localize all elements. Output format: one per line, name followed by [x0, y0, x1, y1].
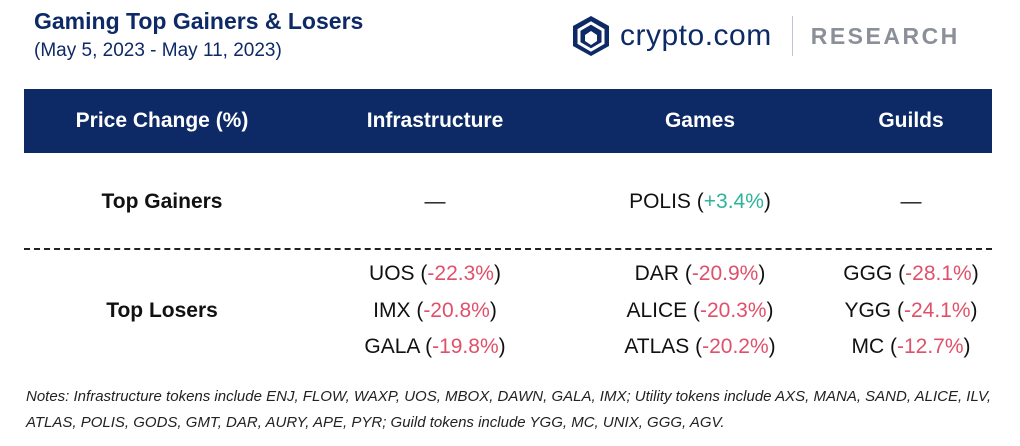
row-label-losers: Top Losers — [106, 299, 218, 322]
crypto-com-logo-icon — [573, 16, 609, 56]
token-name: GGG — [843, 262, 893, 286]
token-name: POLIS — [629, 190, 691, 213]
column-header-games: Games — [664, 109, 736, 132]
list-item: GALA (-19.8%) — [364, 335, 506, 359]
token-name: GALA — [364, 335, 420, 359]
price-change: -22.3% — [427, 262, 494, 286]
list-item: DAR (-20.9%) — [634, 262, 766, 286]
token-name: MC — [851, 335, 885, 359]
token-name: YGG — [844, 298, 892, 322]
column-header-guilds: Guilds — [878, 109, 944, 132]
losers-guilds: GGG (-28.1%) YGG (-24.1%) MC (-12.7%) — [830, 256, 992, 366]
column-header-infrastructure: Infrastructure — [366, 109, 504, 132]
price-change: -20.2% — [702, 335, 769, 359]
brand-header: crypto.com RESEARCH — [572, 14, 960, 58]
token-name: DAR — [634, 262, 679, 286]
page-title: Gaming Top Gainers & Losers — [34, 8, 364, 34]
token-name: IMX — [373, 298, 411, 322]
losers-games: DAR (-20.9%) ALICE (-20.3%) ATLAS (-20.2… — [570, 256, 830, 366]
list-item: GGG (-28.1%) — [843, 262, 979, 286]
brand-section: RESEARCH — [810, 22, 960, 49]
gainer-infrastructure: — — [424, 190, 446, 213]
gainer-guilds: — — [900, 190, 922, 213]
price-change: -12.7% — [896, 335, 964, 359]
price-change: +3.4% — [703, 190, 764, 213]
date-range: (May 5, 2023 - May 11, 2023) — [34, 40, 282, 61]
list-item: ATLAS (-20.2%) — [624, 335, 776, 359]
token-name: ATLAS — [624, 335, 690, 359]
price-change: -19.8% — [432, 335, 499, 359]
price-change: -24.1% — [903, 298, 971, 322]
list-item: MC (-12.7%) — [851, 335, 971, 359]
row-label-gainers: Top Gainers — [101, 190, 223, 213]
price-change: -28.1% — [905, 262, 972, 286]
column-header-price-change: Price Change (%) — [75, 109, 249, 132]
price-change: -20.9% — [691, 262, 759, 286]
brand-name: crypto.com — [620, 19, 772, 52]
table-header: Price Change (%) Infrastructure Games Gu… — [24, 89, 992, 153]
row-divider — [24, 248, 992, 250]
losers-infrastructure: UOS (-22.3%) IMX (-20.8%) GALA (-19.8%) — [300, 256, 570, 366]
table-row-gainers: Top Gainers — POLIS (+3.4%) — — [24, 170, 992, 234]
list-item: IMX (-20.8%) — [373, 298, 497, 322]
footnotes: Notes: Infrastructure tokens include ENJ… — [26, 388, 992, 431]
list-item: YGG (-24.1%) — [844, 298, 978, 322]
brand-divider — [791, 16, 793, 56]
gainer-games: POLIS (+3.4%) — [629, 190, 771, 213]
price-change: -20.8% — [423, 298, 490, 322]
list-item: UOS (-22.3%) — [369, 262, 501, 286]
price-change: -20.3% — [699, 298, 767, 322]
list-item: ALICE (-20.3%) — [626, 298, 774, 322]
table-row-losers: Top Losers UOS (-22.3%) IMX (-20.8%) GAL… — [24, 256, 992, 366]
token-name: ALICE — [626, 298, 688, 322]
token-name: UOS — [369, 262, 415, 286]
